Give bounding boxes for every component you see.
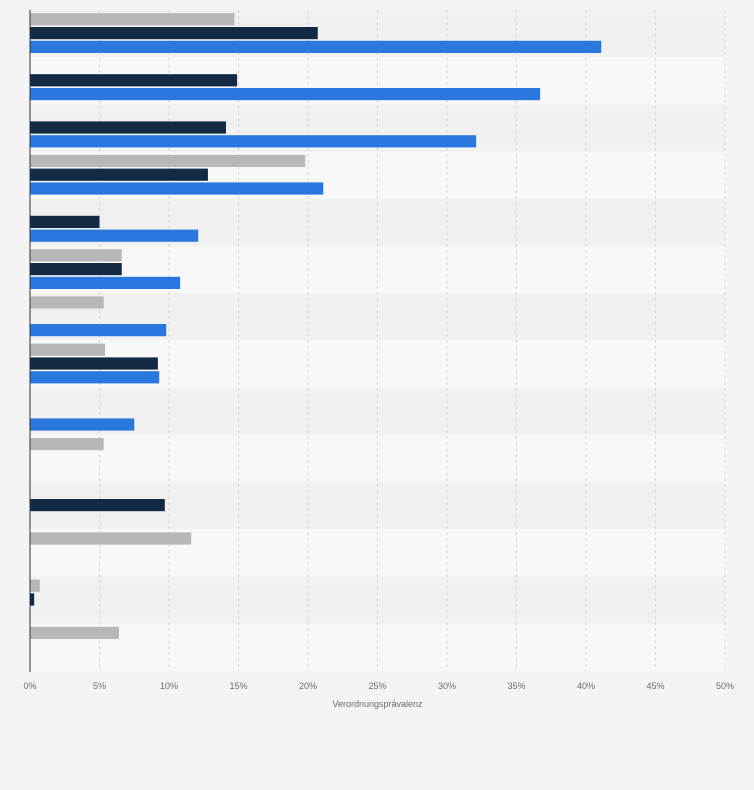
bar <box>30 229 199 242</box>
bar <box>30 40 602 53</box>
x-tick-label: 40% <box>577 681 595 691</box>
bar <box>30 168 208 181</box>
x-tick-label: 20% <box>299 681 317 691</box>
bar <box>30 438 104 451</box>
bar <box>30 357 158 370</box>
x-tick-label: 15% <box>229 681 247 691</box>
bar <box>30 324 167 337</box>
bar <box>30 499 165 512</box>
bar <box>30 13 235 26</box>
bar <box>30 296 104 309</box>
x-tick-label: 45% <box>646 681 664 691</box>
bar <box>30 182 324 195</box>
x-tick-labels: 0% 5% 10% 15% 20% 25% 30% 35% 40% 45% 50% <box>23 681 734 691</box>
bar <box>30 371 160 384</box>
x-tick-label: 25% <box>368 681 386 691</box>
bar <box>30 626 119 639</box>
bar <box>30 418 135 431</box>
bar <box>30 276 181 289</box>
x-tick-label: 50% <box>716 681 734 691</box>
bar <box>30 579 40 592</box>
x-axis-label: Verordnungsprävalenz <box>332 699 423 709</box>
x-tick-label: 30% <box>438 681 456 691</box>
bar <box>30 593 35 606</box>
bar <box>30 135 477 148</box>
bar <box>30 88 541 101</box>
x-tick-label: 5% <box>93 681 106 691</box>
bars <box>30 13 602 639</box>
gridlines <box>99 10 726 671</box>
bar <box>30 263 122 276</box>
bar <box>30 27 318 40</box>
bar <box>30 215 100 228</box>
bar <box>30 249 122 262</box>
bar <box>30 74 238 87</box>
x-tick-label: 10% <box>160 681 178 691</box>
x-tick-label: 35% <box>507 681 525 691</box>
bar <box>30 343 106 356</box>
bar <box>30 532 192 545</box>
bar <box>30 154 306 167</box>
bar <box>30 121 226 134</box>
x-tick-label: 0% <box>23 681 36 691</box>
